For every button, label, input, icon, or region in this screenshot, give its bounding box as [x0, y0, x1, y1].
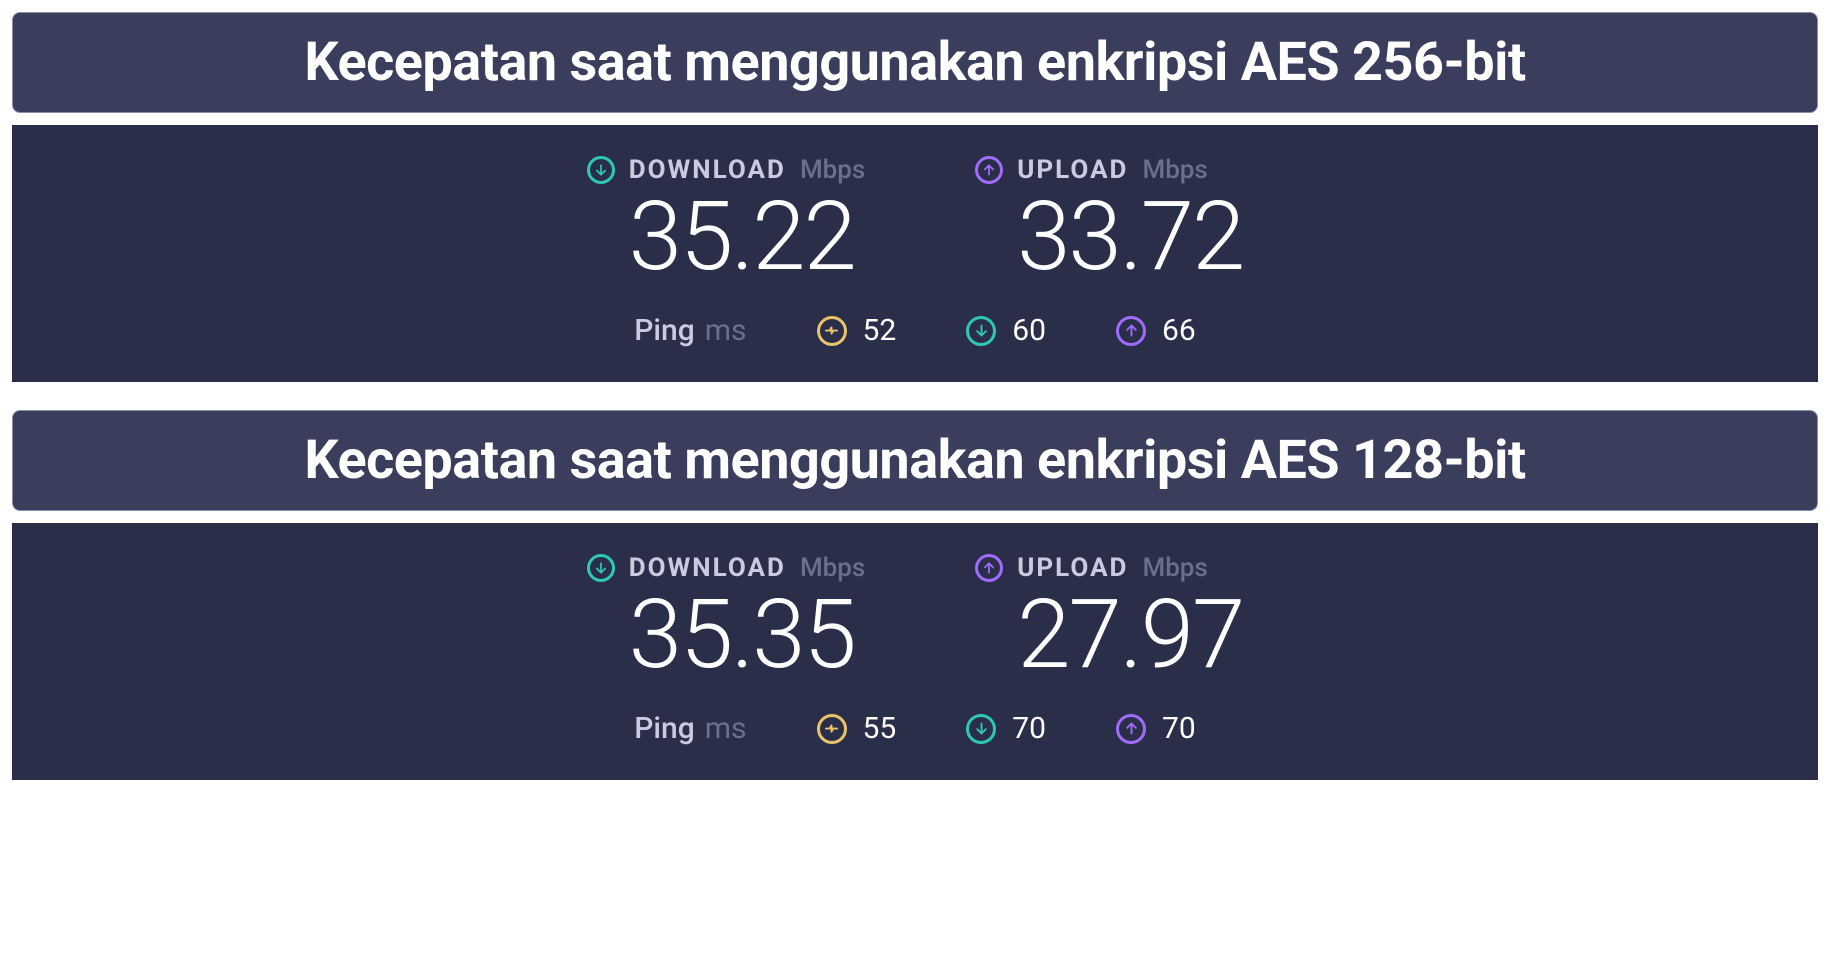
speed-panel-128: Kecepatan saat menggunakan enkripsi AES … [12, 410, 1818, 780]
ping-unit: ms [705, 313, 747, 348]
ping-row: Ping ms 52 60 66 [634, 313, 1196, 348]
ping-label: Ping [634, 313, 695, 348]
download-value: 35.35 [587, 587, 855, 683]
ping-download-value: 60 [1012, 313, 1046, 348]
ping-download: 70 [966, 711, 1046, 746]
ping-row: Ping ms 55 70 70 [634, 711, 1196, 746]
upload-value: 27.97 [975, 587, 1243, 683]
download-value: 35.22 [587, 189, 855, 285]
panel-title: Kecepatan saat menggunakan enkripsi AES … [43, 429, 1787, 492]
ping-upload-value: 70 [1162, 711, 1196, 746]
ping-download: 60 [966, 313, 1046, 348]
ping-label-group: Ping ms [634, 711, 746, 746]
ping-latency: 55 [817, 711, 897, 746]
download-icon [587, 156, 615, 184]
panel-title: Kecepatan saat menggunakan enkripsi AES … [43, 31, 1787, 94]
upload-icon [1116, 316, 1146, 346]
ping-latency: 52 [817, 313, 897, 348]
ping-label: Ping [634, 711, 695, 746]
download-metric: DOWNLOAD Mbps 35.22 [587, 155, 866, 285]
upload-value: 33.72 [975, 189, 1243, 285]
download-metric: DOWNLOAD Mbps 35.35 [587, 553, 866, 683]
ping-latency-value: 52 [863, 313, 897, 348]
download-icon [587, 554, 615, 582]
upload-icon [1116, 714, 1146, 744]
ping-upload: 70 [1116, 711, 1196, 746]
latency-icon [817, 714, 847, 744]
panel-header: Kecepatan saat menggunakan enkripsi AES … [12, 410, 1818, 511]
panel-header: Kecepatan saat menggunakan enkripsi AES … [12, 12, 1818, 113]
ping-upload: 66 [1116, 313, 1196, 348]
panel-body: DOWNLOAD Mbps 35.35 UPLOAD Mbps 27.97 Pi… [12, 523, 1818, 780]
upload-icon [975, 554, 1003, 582]
ping-download-value: 70 [1012, 711, 1046, 746]
ping-latency-value: 55 [863, 711, 897, 746]
metrics-row: DOWNLOAD Mbps 35.35 UPLOAD Mbps 27.97 [587, 553, 1244, 683]
ping-label-group: Ping ms [634, 313, 746, 348]
metrics-row: DOWNLOAD Mbps 35.22 UPLOAD Mbps 33.72 [587, 155, 1244, 285]
upload-metric: UPLOAD Mbps 33.72 [975, 155, 1243, 285]
speed-panel-256: Kecepatan saat menggunakan enkripsi AES … [12, 12, 1818, 382]
latency-icon [817, 316, 847, 346]
upload-icon [975, 156, 1003, 184]
upload-metric: UPLOAD Mbps 27.97 [975, 553, 1243, 683]
download-icon [966, 316, 996, 346]
download-icon [966, 714, 996, 744]
ping-upload-value: 66 [1162, 313, 1196, 348]
panel-body: DOWNLOAD Mbps 35.22 UPLOAD Mbps 33.72 [12, 125, 1818, 382]
ping-unit: ms [705, 711, 747, 746]
